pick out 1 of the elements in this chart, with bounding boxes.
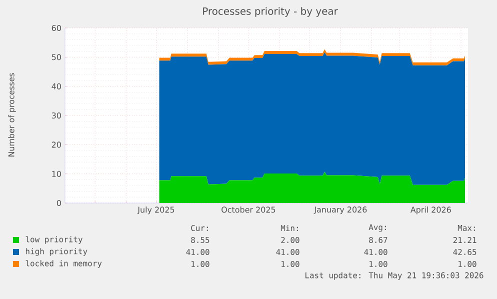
chart-title: Processes priority - by year: [203, 7, 338, 17]
